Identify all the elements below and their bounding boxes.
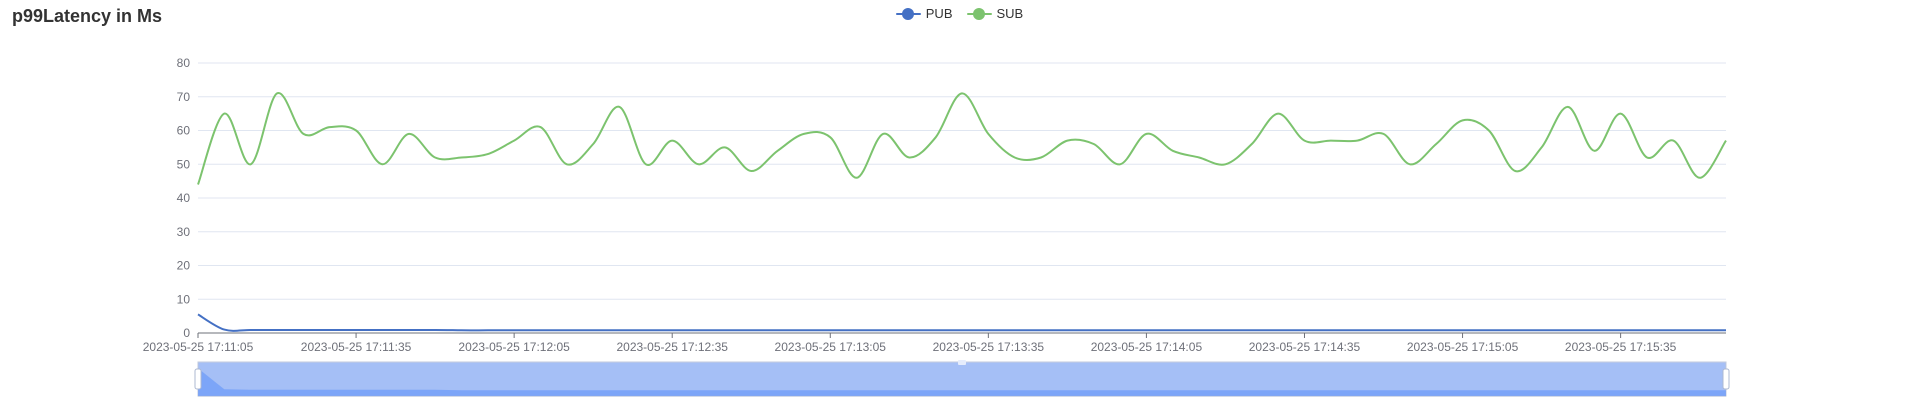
- y-tick-label: 70: [177, 90, 191, 104]
- legend-sub-label: SUB: [996, 6, 1024, 21]
- legend-item-pub[interactable]: PUB: [895, 6, 953, 21]
- legend-item-sub[interactable]: SUB: [966, 6, 1024, 21]
- legend-pub-marker-icon: [895, 7, 921, 21]
- y-tick-label: 10: [177, 292, 191, 306]
- zoom-preview-area: [198, 368, 1726, 396]
- legend-sub-marker-icon: [966, 7, 992, 21]
- x-tick-label: 2023-05-25 17:12:05: [458, 340, 570, 354]
- x-tick-label: 2023-05-25 17:14:05: [1091, 340, 1203, 354]
- y-tick-label: 20: [177, 259, 191, 273]
- x-tick-label: 2023-05-25 17:15:35: [1565, 340, 1677, 354]
- y-tick-label: 50: [177, 157, 191, 171]
- x-tick-label: 2023-05-25 17:15:05: [1407, 340, 1519, 354]
- series-lines: [197, 92, 1727, 332]
- y-axis-ticks: 0 10 20 30 40 50 60 70 80: [177, 56, 191, 340]
- x-tick-label: 2023-05-25 17:11:35: [301, 340, 412, 354]
- y-tick-label: 0: [183, 326, 190, 340]
- series-line-pub: [197, 313, 1726, 332]
- series-line-sub: [197, 92, 1727, 185]
- x-tick-label: 2023-05-25 17:13:05: [775, 340, 887, 354]
- legend-pub-label: PUB: [925, 6, 953, 21]
- y-tick-label: 60: [177, 124, 191, 138]
- y-tick-label: 30: [177, 225, 191, 239]
- chart-title: p99Latency in Ms: [12, 6, 163, 26]
- x-tick-label: 2023-05-25 17:14:35: [1249, 340, 1361, 354]
- grid-lines: [198, 62, 1726, 300]
- legend-pub-dot: [901, 7, 914, 20]
- x-tick-label: 2023-05-25 17:11:05: [143, 340, 254, 354]
- zoom-move-handle[interactable]: [958, 360, 966, 365]
- y-tick-label: 80: [177, 56, 191, 70]
- data-zoom-slider[interactable]: [194, 360, 1730, 397]
- y-tick-label: 40: [177, 191, 191, 205]
- x-axis: 2023-05-25 17:11:05 2023-05-25 17:11:35 20…: [143, 332, 1726, 354]
- legend-sub-dot: [972, 7, 985, 20]
- x-tick-label: 2023-05-25 17:13:35: [933, 340, 1045, 354]
- legend: PUB SUB: [0, 6, 1919, 21]
- zoom-handle-left[interactable]: [194, 368, 202, 390]
- x-tick-label: 2023-05-25 17:12:35: [616, 340, 728, 354]
- zoom-handle-right[interactable]: [1722, 368, 1730, 390]
